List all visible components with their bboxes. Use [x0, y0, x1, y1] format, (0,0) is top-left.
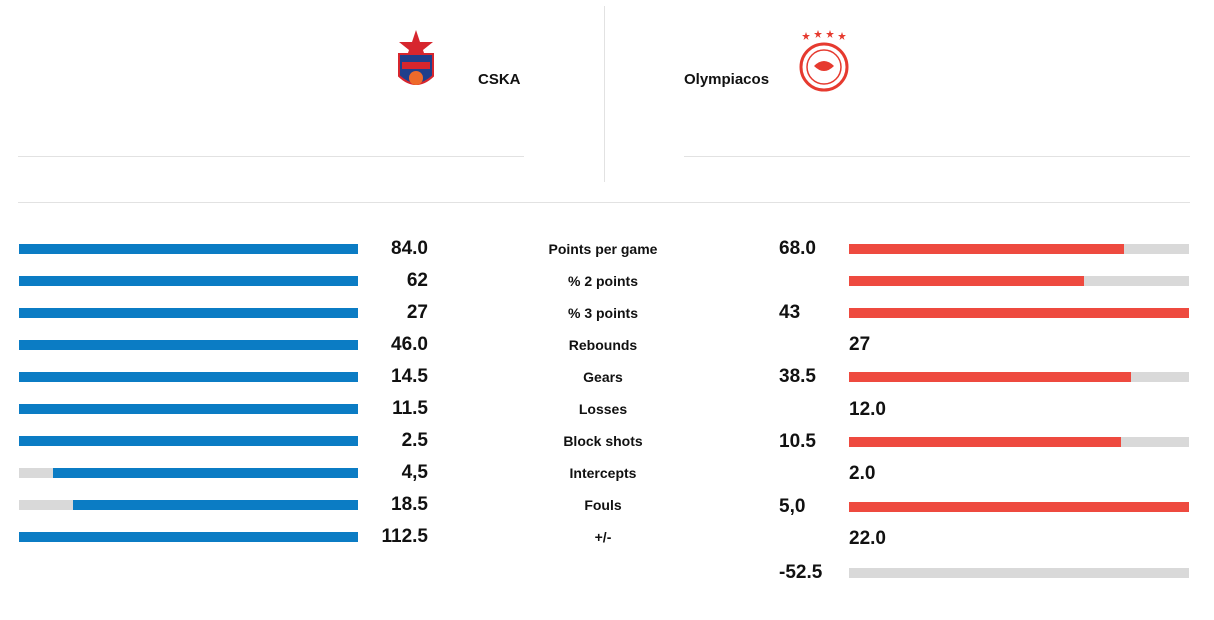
home-stat-bar	[19, 308, 358, 318]
away-stat-bar	[849, 276, 1189, 286]
away-divider	[684, 156, 1190, 157]
home-stat-bar	[19, 340, 358, 350]
home-stat-bar	[19, 404, 358, 414]
away-stat-value: 38.5	[779, 366, 816, 387]
away-stat-bar	[849, 437, 1189, 447]
home-divider	[18, 156, 524, 157]
home-stat-bar	[19, 276, 358, 286]
away-stat-bar-fill	[849, 244, 1124, 254]
away-stat-bar	[849, 502, 1189, 512]
away-stat-bar-fill	[849, 308, 1189, 318]
away-stat-bar	[849, 308, 1189, 318]
away-stat-bar	[849, 568, 1189, 578]
home-stat-bar-fill	[19, 244, 358, 254]
stat-label: % 3 points	[567, 305, 638, 321]
stat-label: +/-	[594, 529, 612, 545]
stat-label: Block shots	[563, 433, 643, 449]
home-stat-value: 2.5	[401, 430, 428, 451]
home-stat-bar-fill	[19, 404, 358, 414]
away-stat-value: 12.0	[849, 399, 886, 420]
home-stat-bar	[19, 468, 358, 478]
away-stat-value: 10.5	[779, 431, 816, 452]
home-stat-bar-fill	[19, 340, 358, 350]
stat-label: Fouls	[584, 497, 622, 513]
home-stat-value: 112.5	[381, 526, 429, 547]
away-stat-value: 2.0	[849, 463, 876, 484]
home-stat-value: 27	[406, 302, 428, 323]
cska-crest-icon	[398, 30, 434, 85]
home-stat-value: 11.5	[392, 398, 428, 419]
home-stat-bar-fill	[73, 500, 358, 510]
away-stat-value: 27	[849, 334, 871, 355]
away-stat-value: -52.5	[779, 562, 823, 583]
away-stat-bar-fill	[849, 502, 1189, 512]
home-stat-value: 46.0	[391, 334, 428, 355]
stat-label: Losses	[578, 401, 628, 417]
away-stat-bar	[849, 372, 1189, 382]
away-team-name[interactable]: Olympiacos	[684, 71, 770, 88]
home-team-name[interactable]: CSKA	[478, 71, 521, 88]
home-stat-bar-fill	[19, 276, 358, 286]
away-stat-bar-fill	[849, 372, 1131, 382]
stat-label: Intercepts	[569, 465, 637, 481]
home-stat-value: 14.5	[391, 366, 428, 387]
header-divider	[604, 6, 605, 182]
home-stat-bar-fill	[19, 372, 358, 382]
away-stat-bar-fill	[849, 276, 1084, 286]
home-stat-bar	[19, 532, 358, 542]
stat-label: Gears	[583, 369, 623, 385]
home-stat-bar	[19, 436, 358, 446]
home-stat-bar	[19, 500, 358, 510]
stat-label: % 2 points	[567, 273, 638, 289]
away-stat-bar-fill	[849, 437, 1121, 447]
away-stat-value: 22.0	[849, 528, 886, 549]
home-stat-bar-fill	[19, 532, 358, 542]
home-stat-bar	[19, 372, 358, 382]
stat-label: Points per game	[548, 241, 658, 257]
stat-label: Rebounds	[568, 337, 638, 353]
home-stat-value: 18.5	[391, 494, 428, 515]
olympiacos-crest-icon	[799, 30, 849, 92]
away-stat-bar	[849, 244, 1189, 254]
home-stat-value: 4,5	[401, 462, 428, 483]
home-stat-bar-fill	[53, 468, 358, 478]
home-stat-bar-fill	[19, 436, 358, 446]
home-stat-value: 62	[406, 270, 428, 291]
section-divider	[18, 202, 1190, 203]
away-stat-value: 68.0	[779, 238, 816, 259]
home-stat-value: 84.0	[391, 238, 428, 259]
home-stat-bar	[19, 244, 358, 254]
home-stat-bar-fill	[19, 308, 358, 318]
matchup-header: CSKA Olympiacos	[0, 0, 1214, 200]
away-stat-value: 43	[779, 302, 801, 323]
away-stat-value: 5,0	[779, 496, 806, 517]
